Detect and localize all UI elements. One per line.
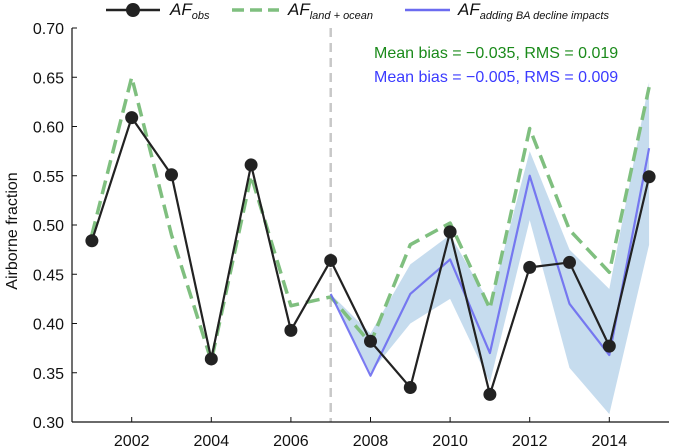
y-tick-label-6: 0.60 xyxy=(33,120,64,137)
x-tick-label-6: 2014 xyxy=(592,433,628,447)
series-0-point-2009 xyxy=(403,381,417,395)
series-0-point-2001 xyxy=(85,234,99,248)
series-0-point-2008 xyxy=(364,334,377,348)
x-tick-label-5: 2012 xyxy=(512,433,548,447)
y-tick-label-0: 0.30 xyxy=(33,415,64,432)
legend-ba-decline-label: AFadding BA decline impacts xyxy=(457,0,609,22)
legend-obs-marker xyxy=(126,3,140,17)
y-tick-label-8: 0.70 xyxy=(33,21,64,38)
annotation-ba-decline-bias: Mean bias = −0.005, RMS = 0.009 xyxy=(374,69,618,86)
y-tick-label-1: 0.35 xyxy=(33,366,64,383)
series-0-point-2003 xyxy=(165,168,178,182)
series-0-point-2014 xyxy=(602,339,616,353)
y-tick-label-7: 0.65 xyxy=(33,70,64,87)
series-2-line xyxy=(329,147,651,377)
legend-obs-label: AFobs xyxy=(169,0,210,22)
y-tick-label-2: 0.40 xyxy=(33,317,64,334)
legend: AFobs AFland + ocean AFadding BA decline… xyxy=(106,0,609,22)
series-0-point-2006 xyxy=(284,323,298,337)
x-tick-label-2: 2006 xyxy=(273,433,309,447)
x-tick-label-4: 2010 xyxy=(432,433,468,447)
y-tick-label-5: 0.55 xyxy=(33,169,64,186)
series-0-point-2007 xyxy=(324,253,338,267)
axes-layer: 0.30 0.35 0.40 0.45 0.50 0.55 0.60 0.65 0.70 2002… xyxy=(33,21,669,447)
series-0-point-2004 xyxy=(204,352,218,366)
y-tick-label-4: 0.50 xyxy=(33,218,64,235)
series-markers-layer xyxy=(85,111,656,401)
annotation-land-ocean-bias: Mean bias = −0.035, RMS = 0.019 xyxy=(374,45,618,62)
legend-land-ocean-label: AFland + ocean xyxy=(287,0,373,22)
series-0-point-2012 xyxy=(523,260,537,274)
y-tick-label-3: 0.45 xyxy=(33,267,64,284)
uncertainty-band-layer xyxy=(330,82,650,415)
y-axis-title: Airborne fraction xyxy=(4,172,21,289)
series-0-point-2015 xyxy=(642,170,656,184)
series-0-point-2010 xyxy=(443,225,457,239)
x-tick-label-1: 2004 xyxy=(194,433,230,447)
x-tick-label-3: 2008 xyxy=(353,433,389,447)
series-0-point-2013 xyxy=(563,255,576,269)
series-2-uncertainty-band xyxy=(330,82,650,415)
x-tick-label-0: 2002 xyxy=(114,433,150,447)
series-0-point-2011 xyxy=(483,387,497,401)
text-layer: Airborne fraction Mean bias = −0.035, RM… xyxy=(4,45,618,290)
series-0-point-2002 xyxy=(125,111,139,125)
series-0-point-2005 xyxy=(244,158,258,172)
